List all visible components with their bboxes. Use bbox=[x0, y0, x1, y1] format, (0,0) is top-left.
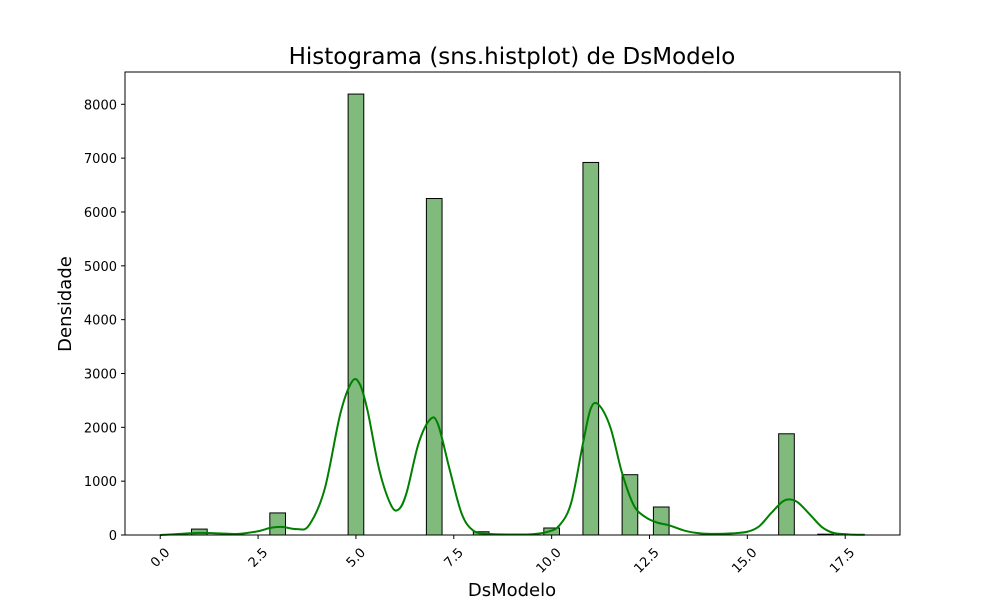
histogram-bar bbox=[269, 512, 286, 536]
y-tick-label: 4000 bbox=[84, 314, 117, 329]
y-tick-label: 1000 bbox=[84, 475, 117, 490]
y-tick-label: 8000 bbox=[84, 98, 117, 113]
y-tick-label: 7000 bbox=[84, 152, 117, 167]
kde-layer bbox=[160, 377, 865, 536]
y-tick-label: 3000 bbox=[84, 367, 117, 382]
y-axis-label: Densidade bbox=[55, 256, 76, 352]
kde-curve bbox=[160, 377, 865, 536]
y-tick-label: 0 bbox=[109, 529, 117, 544]
plot-frame bbox=[124, 71, 901, 536]
y-tick-label: 2000 bbox=[84, 421, 117, 436]
histogram-bar bbox=[347, 93, 365, 536]
histogram-bar bbox=[652, 506, 670, 536]
y-tick-label: 6000 bbox=[84, 206, 117, 221]
y-axis: 0 1000 2000 3000 4000 5000 6000 7000 8000 bbox=[84, 98, 125, 544]
y-tick-label: 5000 bbox=[84, 260, 117, 275]
histogram-bar bbox=[582, 161, 600, 536]
x-axis-label: DsModelo bbox=[468, 580, 556, 600]
histogram-bar bbox=[778, 433, 795, 536]
histogram-bar bbox=[425, 198, 443, 536]
chart-title: Histograma (sns.histplot) de DsModelo bbox=[289, 44, 736, 70]
